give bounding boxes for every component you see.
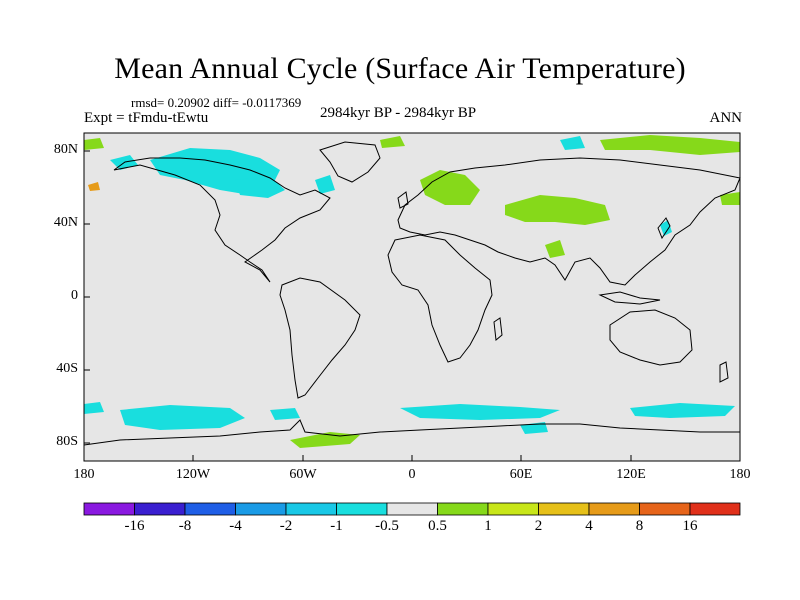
anomaly-patch-strong-siberia [88,182,100,191]
coastline-indonesia [598,291,661,305]
anomaly-patches [84,135,740,448]
period-label: 2984kyr BP - 2984kyr BP [320,105,477,121]
plot-title: Mean Annual Cycle (Surface Air Temperatu… [114,52,686,85]
colorbar-label: 2 [534,518,543,534]
anomaly-patch-southern-ocean-pacific [84,402,104,414]
anomaly-patch-southern-ocean-west [120,405,245,430]
lon-label-180e: 180 [729,467,751,482]
anomaly-patch-scandinavia [420,170,480,205]
colorbar-box-3 [235,502,287,516]
lat-label-40s: 40S [56,361,78,376]
rmsd-diff-stats: rmsd= 0.20902 diff= -0.0117369 [131,95,302,110]
lon-label-60e: 60E [509,467,533,482]
lat-label-80n: 80N [53,142,78,157]
axis-ticks [84,150,632,461]
colorbar-box-11 [639,502,691,516]
coastline-south-america [279,277,361,399]
coastline-greenland [319,141,381,183]
anomaly-patch-labrador [315,175,335,194]
experiment-label: Expt = tFmdu-tEwtu [84,110,209,126]
season-label: ANN [709,110,743,126]
colorbar-label: 16 [682,518,698,534]
colorbar-box-10 [588,502,640,516]
colorbar-label: -1 [330,518,343,534]
lon-label-120w: 120W [175,467,211,482]
lat-label-0: 0 [71,288,78,303]
anomaly-patch-hudson [235,176,285,198]
colorbar-box-8 [487,502,539,516]
coastline-africa [387,234,493,363]
anomaly-patch-antarctic-peninsula [270,408,300,420]
colorbar-box-7 [437,502,489,516]
anomaly-patch-central-asia [505,195,610,225]
anomaly-patch-tibet [545,240,565,258]
lon-label-120e: 120E [616,467,646,482]
colorbar-box-2 [184,502,236,516]
colorbar-label: -8 [178,518,192,534]
colorbar-label: -0.5 [375,518,399,534]
coastline-new-zealand [719,361,729,383]
lon-label-60w: 60W [289,467,317,482]
colorbar-label: -2 [279,518,293,534]
colorbar-box-6 [386,502,438,516]
colorbar-label: 8 [635,518,644,534]
colorbar-label: -16 [124,518,145,534]
coastlines [83,141,741,446]
anomaly-patch-greenland-north [84,138,104,150]
anomaly-patch-arctic-atlantic [380,136,405,148]
colorbar-box-4 [285,502,337,516]
anomaly-patch-arctic-canada-west [720,192,740,205]
anomaly-patch-southern-ocean-east [400,404,560,420]
coastline-north-america [113,157,331,283]
anomaly-patch-arctic-asia [600,135,740,155]
colorbar-box-9 [538,502,590,516]
lon-label-180w: 180 [73,467,95,482]
lon-label-0: 0 [408,467,416,482]
coastline-uk [397,191,409,209]
coastline-japan [657,217,671,240]
colorbar [83,502,741,516]
colorbar-label: 1 [484,518,492,534]
anomaly-patch-southern-ocean-pacific-east [630,403,735,418]
colorbar-box-0 [83,502,135,516]
coastline-madagascar [493,317,503,341]
coastline-europe-asia [397,157,741,286]
colorbar-box-1 [134,502,186,516]
colorbar-label: 0.5 [428,518,447,534]
colorbar-box-5 [336,502,388,516]
colorbar-box-12 [689,502,741,516]
colorbar-label: 4 [585,518,593,534]
lat-label-40n: 40N [53,215,78,230]
lat-label-80s: 80S [56,434,78,449]
coastline-australia [609,309,693,366]
anomaly-patch-japan [560,136,585,150]
colorbar-label: -4 [229,518,242,534]
coastline-antarctica [83,419,740,446]
